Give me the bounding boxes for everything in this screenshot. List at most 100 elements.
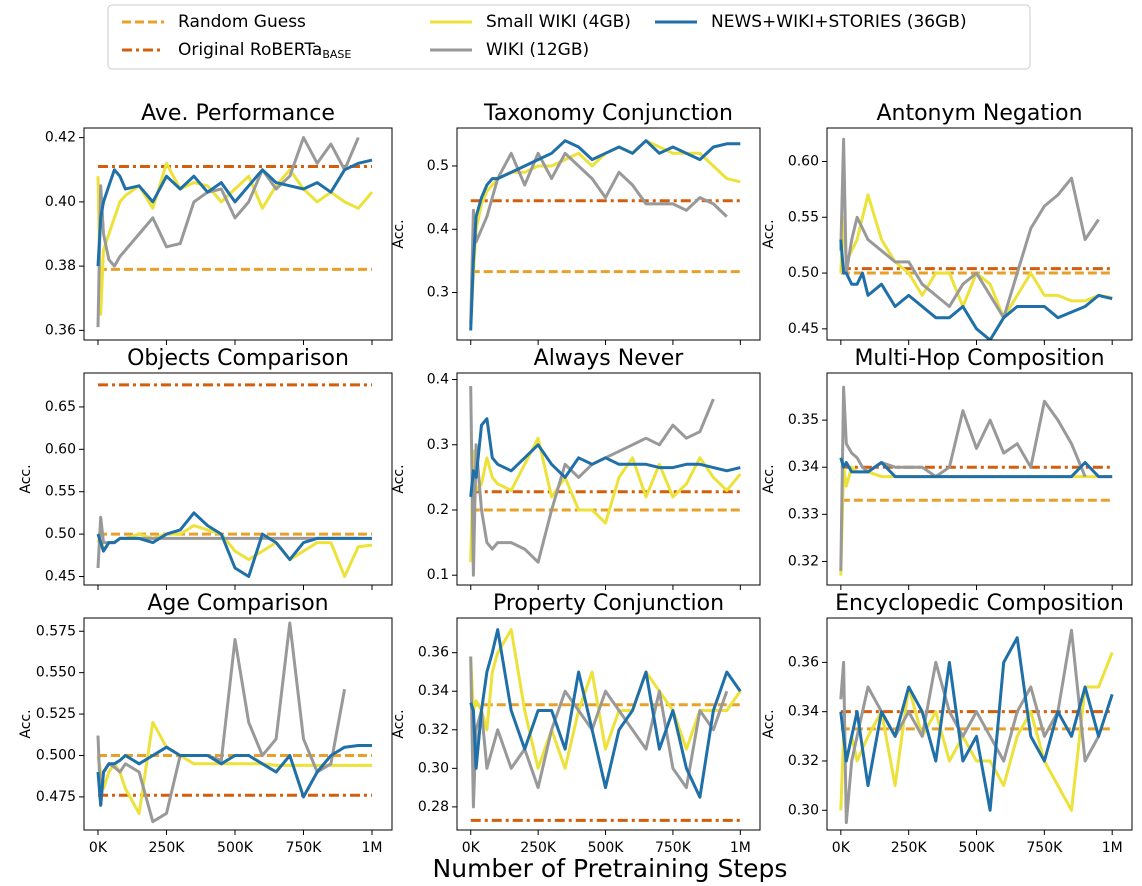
panel-title: Taxonomy Conjunction (483, 101, 733, 126)
y-tick-label: 0.45 (788, 321, 819, 337)
series-line (469, 417, 741, 498)
y-tick-label: 0.575 (36, 623, 76, 639)
series-line (839, 193, 1113, 320)
y-tick-label: 0.38 (45, 258, 76, 274)
series-line (839, 628, 1100, 825)
y-tick-label: 0.50 (45, 526, 76, 542)
legend-name: Random Guess (178, 12, 306, 32)
y-tick-label: 0.550 (36, 665, 76, 681)
y-tick-label: 0.34 (788, 459, 819, 475)
plot-frame (456, 127, 761, 341)
y-tick-label: 0.36 (788, 654, 819, 670)
y-tick-label: 0.55 (45, 484, 76, 500)
y-tick-label: 0.60 (45, 441, 76, 457)
y-tick-label: 0.50 (788, 265, 819, 281)
plot-frame (83, 372, 393, 586)
plot-frame (456, 617, 761, 831)
y-tick-label: 0.500 (36, 747, 76, 763)
panel-title: Ave. Performance (141, 101, 335, 126)
series-line (96, 720, 372, 815)
plot-frame (826, 617, 1133, 831)
series-line (469, 139, 741, 331)
plot-frame (826, 372, 1133, 586)
y-tick-label: 0.3 (427, 437, 449, 453)
y-axis-label: Acc. (391, 709, 407, 738)
x-tick-label: 1M (730, 840, 751, 856)
y-tick-label: 0.28 (418, 799, 449, 815)
series-line (469, 628, 742, 799)
x-tick-label: 0K (462, 840, 481, 856)
series-line (96, 158, 373, 267)
y-tick-label: 0.34 (788, 704, 819, 720)
plot-frame (456, 372, 761, 586)
y-tick-label: 0.32 (418, 722, 449, 738)
legend-name: NEWS+WIKI+STORIES (36GB) (711, 12, 967, 32)
plot-frame (83, 127, 393, 341)
y-tick-label: 0.35 (788, 412, 819, 428)
panel-title: Encyclopedic Composition (835, 591, 1124, 616)
y-tick-label: 0.36 (45, 322, 76, 338)
legend-label: Random Guess (178, 12, 306, 32)
series-line (839, 137, 1100, 320)
y-tick-label: 0.36 (418, 645, 449, 661)
y-tick-label: 0.65 (45, 399, 76, 415)
y-tick-label: 0.1 (427, 567, 449, 583)
panel-title: Age Comparison (147, 591, 328, 616)
x-tick-label: 1M (1102, 840, 1123, 856)
y-axis-label: Acc. (761, 219, 777, 248)
series-line (839, 457, 1113, 479)
x-tick-label: 750K (655, 840, 692, 856)
panel-title: Antonym Negation (876, 101, 1082, 126)
legend-label: WIKI (12GB) (486, 40, 589, 60)
x-axis-label: Number of Pretraining Steps (433, 854, 788, 883)
y-tick-label: 0.4 (427, 221, 449, 237)
y-tick-label: 0.525 (36, 706, 76, 722)
y-tick-label: 0.30 (418, 760, 449, 776)
y-tick-label: 0.30 (788, 802, 819, 818)
series-line (469, 385, 715, 577)
y-tick-label: 0.5 (427, 158, 449, 174)
legend-label: Original RoBERTaBASE (178, 40, 351, 61)
y-tick-label: 0.33 (788, 506, 819, 522)
series-line (96, 161, 374, 316)
legend-subscript: BASE (322, 48, 351, 61)
x-tick-label: 500K (959, 840, 996, 856)
series-line (839, 465, 1113, 576)
series-line (96, 136, 360, 328)
legend-name: Small WIKI (4GB) (486, 12, 631, 32)
plot-frame (83, 617, 393, 831)
panel-title: Property Conjunction (493, 591, 724, 616)
series-line (469, 151, 728, 325)
y-tick-label: 0.60 (788, 153, 819, 169)
x-tick-label: 500K (217, 840, 254, 856)
series-line (96, 511, 372, 578)
x-tick-label: 250K (520, 840, 557, 856)
y-tick-label: 0.4 (427, 372, 449, 388)
legend-name: Original RoBERTa (178, 40, 322, 60)
x-tick-label: 0K (89, 840, 108, 856)
x-tick-label: 750K (1026, 840, 1063, 856)
y-tick-label: 0.2 (427, 502, 449, 518)
series-line (839, 651, 1114, 812)
x-tick-label: 250K (149, 840, 186, 856)
series-line (839, 636, 1114, 812)
y-tick-label: 0.55 (788, 209, 819, 225)
y-axis-label: Acc. (18, 464, 34, 493)
legend-box (107, 4, 1031, 70)
x-tick-label: 500K (588, 840, 625, 856)
y-axis-label: Acc. (18, 709, 34, 738)
x-tick-label: 1M (361, 840, 382, 856)
y-tick-label: 0.3 (427, 285, 449, 301)
y-tick-label: 0.32 (788, 553, 819, 569)
x-tick-label: 0K (832, 840, 851, 856)
y-tick-label: 0.34 (418, 683, 449, 699)
panel-title: Objects Comparison (127, 346, 349, 371)
x-tick-label: 750K (286, 840, 323, 856)
series-line (469, 436, 742, 563)
y-tick-label: 0.42 (45, 130, 76, 146)
x-tick-label: 250K (891, 840, 928, 856)
y-axis-label: Acc. (761, 709, 777, 738)
series-line (469, 139, 741, 325)
y-axis-label: Acc. (761, 464, 777, 493)
panel-title: Multi-Hop Composition (854, 346, 1104, 371)
